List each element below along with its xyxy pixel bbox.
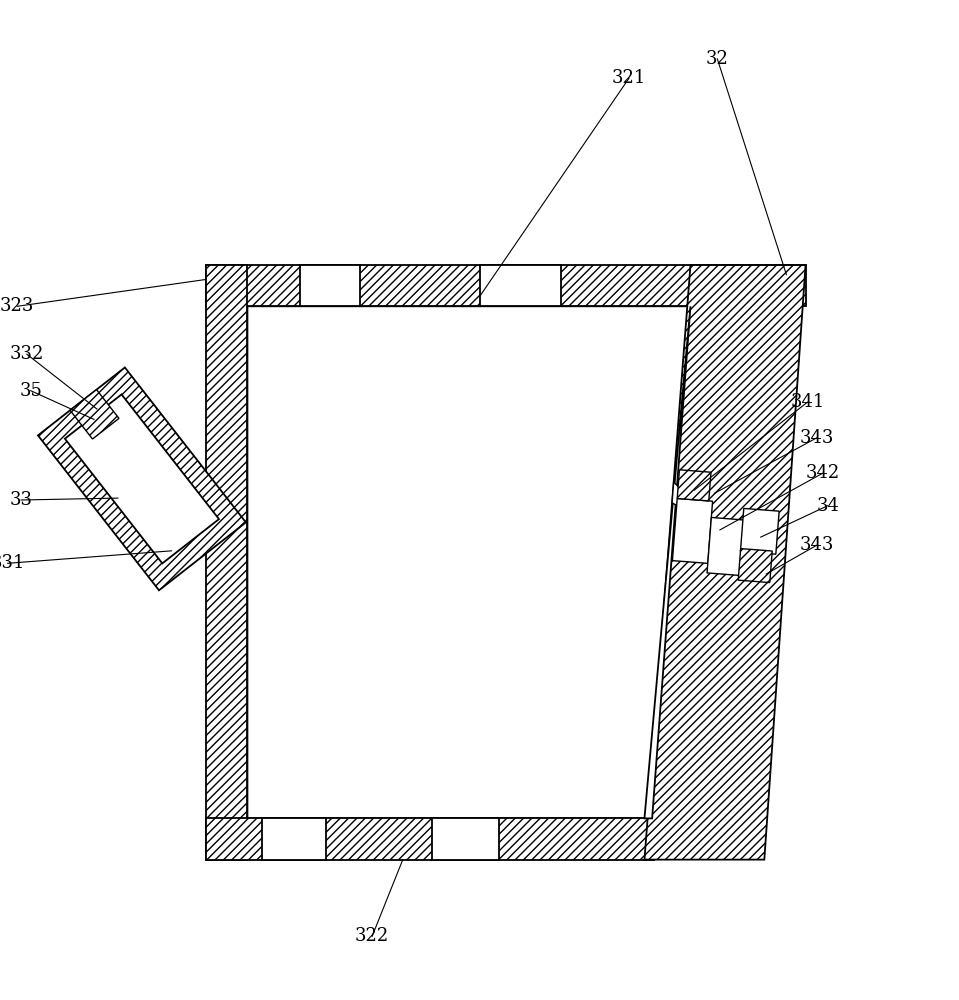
Polygon shape: [677, 470, 711, 501]
Polygon shape: [740, 508, 779, 554]
Polygon shape: [480, 265, 561, 306]
Polygon shape: [644, 306, 690, 818]
Text: 35: 35: [19, 382, 42, 400]
Polygon shape: [432, 818, 499, 860]
Polygon shape: [738, 549, 772, 583]
Text: 34: 34: [816, 497, 839, 515]
Polygon shape: [672, 482, 690, 512]
Polygon shape: [206, 265, 806, 306]
Polygon shape: [38, 367, 246, 590]
Text: 343: 343: [800, 536, 834, 554]
Polygon shape: [262, 818, 326, 860]
Polygon shape: [300, 265, 360, 306]
Polygon shape: [247, 306, 690, 818]
Polygon shape: [70, 390, 119, 439]
Text: 323: 323: [0, 297, 35, 315]
Text: 32: 32: [706, 50, 729, 68]
Text: 33: 33: [10, 491, 33, 509]
Polygon shape: [672, 498, 713, 563]
Text: 321: 321: [612, 69, 646, 87]
Text: 341: 341: [790, 393, 825, 411]
Text: 331: 331: [0, 554, 25, 572]
Polygon shape: [707, 517, 746, 576]
Polygon shape: [206, 265, 247, 860]
Text: 332: 332: [10, 345, 44, 363]
Text: 343: 343: [800, 429, 834, 447]
Polygon shape: [206, 818, 654, 860]
Polygon shape: [65, 394, 219, 563]
Text: 322: 322: [355, 927, 389, 945]
Polygon shape: [644, 265, 806, 860]
Text: 342: 342: [806, 464, 840, 482]
